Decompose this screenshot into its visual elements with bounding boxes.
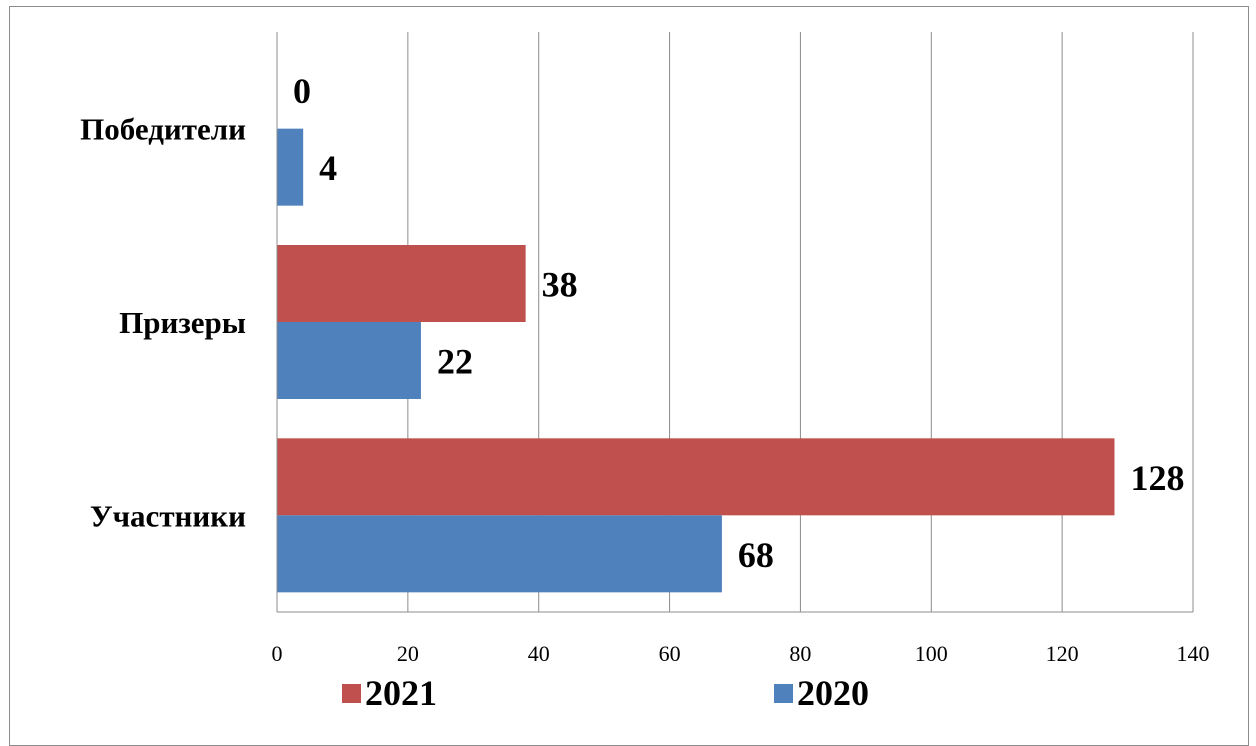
legend-item-2021: 2021 xyxy=(342,672,437,714)
x-tick-label-20: 20 xyxy=(397,641,419,666)
bar-2020-0 xyxy=(277,515,722,593)
bar-2020-2 xyxy=(277,128,304,206)
x-tick-label-100: 100 xyxy=(915,641,948,666)
legend-item-2020: 2020 xyxy=(774,672,869,714)
legend-swatch-2021 xyxy=(342,683,361,703)
data-label-2021-1: 38 xyxy=(542,265,578,305)
legend: 2021 2020 xyxy=(0,672,1256,722)
x-tick-label-0: 0 xyxy=(272,641,283,666)
x-tick-label-140: 140 xyxy=(1177,641,1210,666)
category-label-0: Участники xyxy=(90,498,246,533)
x-tick-label-40: 40 xyxy=(528,641,550,666)
data-label-2021-2: 0 xyxy=(293,71,311,111)
x-tick-label-120: 120 xyxy=(1046,641,1079,666)
legend-label-2020: 2020 xyxy=(797,673,869,713)
x-tick-label-80: 80 xyxy=(789,641,811,666)
data-label-2020-0: 68 xyxy=(738,535,774,575)
category-label-2: Победители xyxy=(80,112,246,147)
data-label-2021-0: 128 xyxy=(1130,458,1184,498)
category-label-1: Призеры xyxy=(119,305,246,340)
legend-swatch-2020 xyxy=(774,683,793,703)
data-label-2020-1: 22 xyxy=(437,342,473,382)
bar-2021-1 xyxy=(277,245,526,322)
bar-2020-1 xyxy=(277,322,421,399)
legend-label-2021: 2021 xyxy=(365,673,437,713)
x-tick-label-60: 60 xyxy=(659,641,681,666)
data-label-2020-2: 4 xyxy=(319,148,337,188)
chart-frame xyxy=(9,6,1249,746)
bar-2021-0 xyxy=(277,438,1115,516)
